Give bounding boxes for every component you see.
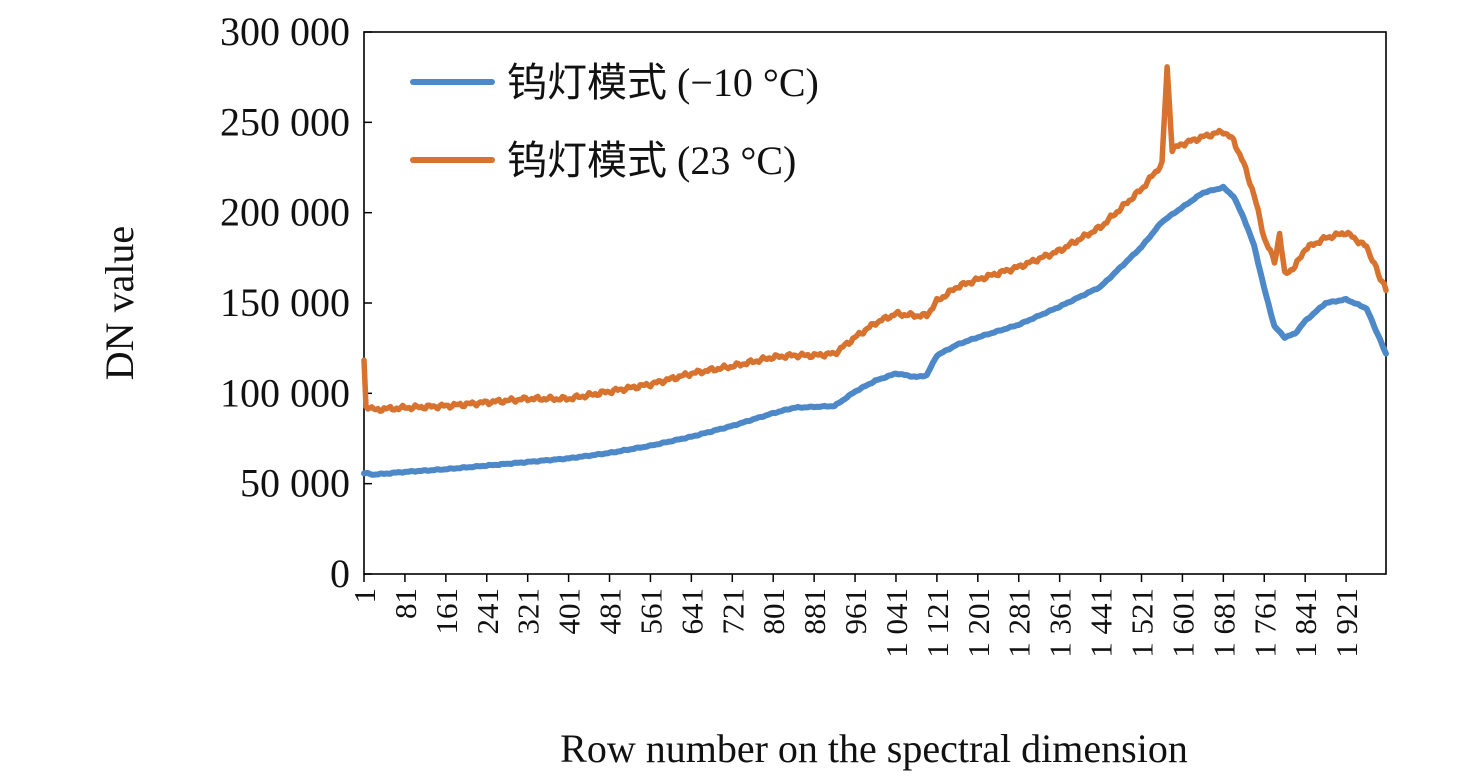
x-tick-label: 401 (552, 588, 587, 635)
series-line-2 (361, 64, 1389, 414)
x-tick-label: 1 201 (961, 588, 996, 658)
y-tick-label: 250 000 (220, 99, 350, 144)
x-axis-label: Row number on the spectral dimension (560, 726, 1188, 771)
x-tick-label: 1 681 (1206, 588, 1241, 658)
y-tick-label: 200 000 (220, 190, 350, 235)
x-tick-label: 81 (388, 588, 423, 619)
y-tick-label: 0 (330, 551, 350, 596)
y-tick-label: 100 000 (220, 370, 350, 415)
x-tick-label: 1 921 (1329, 588, 1364, 658)
plot-frame (363, 31, 1387, 575)
x-tick-label: 961 (838, 588, 873, 635)
y-axis: 0 50 000 100 000 150 000 200 000 250 000 300 0… (220, 9, 372, 596)
x-tick-label: 881 (797, 588, 832, 635)
x-tick-label: 1 041 (879, 588, 914, 658)
x-tick-label: 721 (715, 588, 750, 635)
legend-label: 钨灯模式 (23 °C) (507, 138, 796, 183)
x-tick-label: 161 (429, 588, 464, 635)
x-tick-label: 1 841 (1288, 588, 1323, 658)
x-axis: 1 81 161 241 321 401 481 561 641 721 801 881 961 1 04… (347, 574, 1364, 658)
x-tick-label: 321 (511, 588, 546, 635)
x-tick-label: 1 441 (1084, 588, 1119, 658)
x-tick-label: 1 601 (1165, 588, 1200, 658)
y-axis-label: DN value (97, 226, 142, 380)
legend-label: 钨灯模式 (−10 °C) (507, 60, 819, 105)
legend: 钨灯模式 (−10 °C) 钨灯模式 (23 °C) (410, 60, 819, 183)
x-tick-label: 561 (633, 588, 668, 635)
y-tick-label: 150 000 (220, 280, 350, 325)
series-line-1 (361, 183, 1389, 478)
y-tick-label: 300 000 (220, 9, 350, 54)
x-tick-label: 1 281 (1002, 588, 1037, 658)
x-tick-label: 1 361 (1043, 588, 1078, 658)
x-tick-label: 481 (593, 588, 628, 635)
x-tick-label: 1 761 (1247, 588, 1282, 658)
x-tick-label: 1 121 (920, 588, 955, 658)
y-tick-label: 50 000 (240, 461, 350, 506)
x-tick-label: 641 (674, 588, 709, 635)
x-tick-label: 241 (470, 588, 505, 635)
x-tick-label: 1 (347, 588, 382, 604)
series-lines (361, 64, 1389, 478)
x-tick-label: 801 (756, 588, 791, 635)
x-tick-label: 1 521 (1124, 588, 1159, 658)
